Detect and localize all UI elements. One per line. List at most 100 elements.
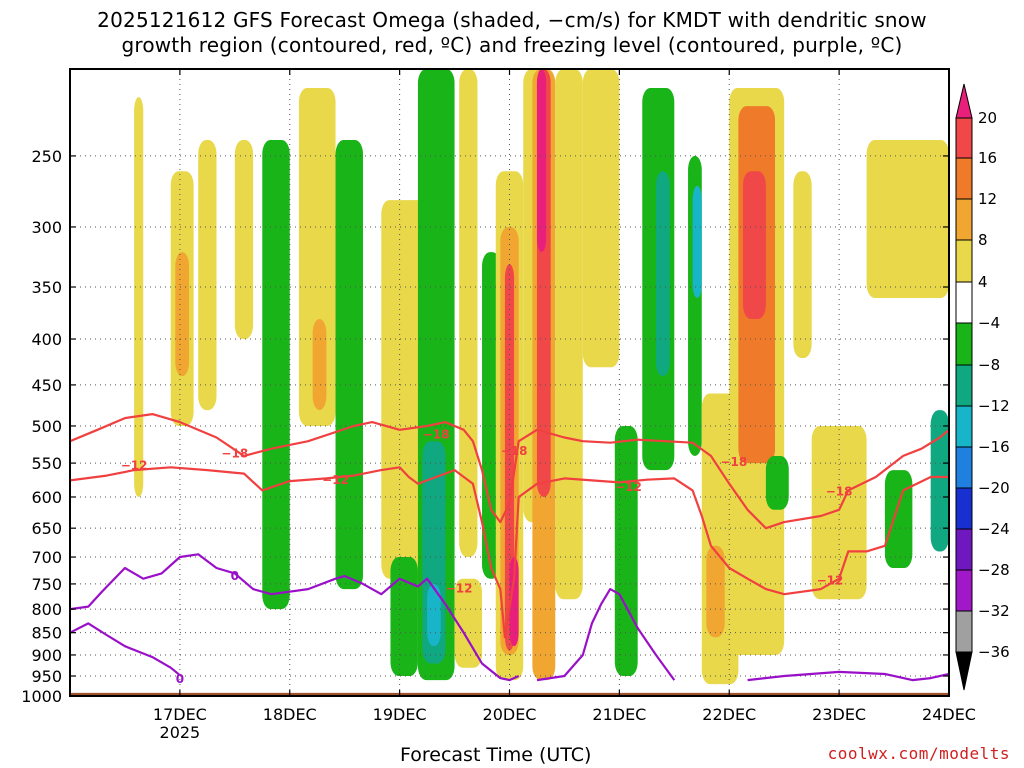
colorbar-label: 8: [978, 231, 988, 249]
colorbar-swatch: [955, 405, 973, 448]
colorbar-swatch: [955, 364, 973, 407]
dgz-contour-label: −18: [221, 446, 248, 460]
contours: −12 −12 −12 −12 −12 −18 −18 −18 −18 −18 0 0: [70, 413, 949, 686]
x-year-label: 2025: [160, 723, 201, 742]
y-tick-label: 850: [31, 624, 62, 643]
y-tick-label: 900: [31, 646, 62, 665]
x-tick-label: 24DEC: [922, 705, 976, 724]
x-tick-label: 22DEC: [702, 705, 756, 724]
colorbar-swatch: [955, 198, 973, 241]
colorbar-swatch: [955, 487, 973, 530]
omega-region: [509, 557, 519, 647]
y-tick-label: 700: [31, 548, 62, 567]
y-tick-label: 500: [31, 417, 62, 436]
freezing-contour: [747, 670, 949, 682]
omega-region: [134, 97, 144, 497]
omega-region: [614, 425, 638, 677]
colorbar-swatch: [955, 610, 973, 653]
y-tick-label: 650: [31, 519, 62, 538]
y-tick-label: 1000: [21, 687, 62, 706]
freezing-contour: [70, 553, 520, 682]
colorbar-label: −8: [978, 356, 1000, 374]
y-tick-label: 350: [31, 278, 62, 297]
x-tick-label: 21DEC: [592, 705, 646, 724]
freezing-contour-label: 0: [231, 569, 239, 583]
chart-title-line-2: growth region (contoured, red, ºC) and f…: [121, 33, 903, 57]
colorbar-swatch: [955, 157, 973, 200]
colorbar-label: −12: [978, 397, 1010, 415]
omega-region: [742, 171, 766, 320]
omega-region: [262, 140, 290, 610]
omega-region: [793, 171, 812, 359]
colorbar-label: −32: [978, 602, 1010, 620]
dgz-contour-label: −18: [501, 444, 528, 458]
colorbar-label: −4: [978, 314, 1000, 332]
omega-region: [811, 425, 867, 600]
dgz-contour-label: −12: [322, 473, 349, 487]
colorbar-label: 12: [978, 190, 997, 208]
omega-region: [930, 410, 949, 552]
dgz-contour-label: −18: [423, 428, 450, 442]
x-tick-label: 19DEC: [373, 705, 427, 724]
omega-region: [390, 557, 418, 677]
omega-region: [504, 264, 515, 651]
colorbar-top-arrow: [955, 83, 973, 119]
dgz-contour-label: −18: [826, 484, 853, 498]
dgz-contour-label: −12: [446, 582, 473, 596]
y-tick-label: 300: [31, 218, 62, 237]
freezing-contour: [536, 588, 676, 682]
colorbar-bottom-arrow: [955, 651, 973, 691]
dgz-contour: [70, 466, 949, 639]
omega-region: [312, 319, 327, 411]
colorbar-label: −16: [978, 438, 1010, 456]
omega-region: [656, 171, 670, 377]
dgz-contour-label: −18: [720, 455, 747, 469]
x-axis: 17DEC 18DEC 19DEC 20DEC 21DEC 22DEC 23DEC 24DEC…: [153, 69, 976, 742]
dgz-contour: [70, 413, 949, 530]
omega-region: [459, 69, 478, 558]
y-axis: 250 300 350 400 450 500 550 600 650 700 750 800 850 9…: [21, 147, 949, 706]
y-tick-label: 250: [31, 147, 62, 166]
omega-region: [706, 545, 725, 638]
omega-region: [234, 140, 254, 340]
y-tick-label: 750: [31, 575, 62, 594]
omega-region: [427, 583, 441, 647]
omega-region: [335, 140, 363, 590]
omega-region: [582, 69, 620, 368]
freezing-contour-label: 0: [176, 672, 184, 686]
colorbar: 20 16 12 8 4 −4 −8 −12 −16 −20 −24 −28 −32 −36: [955, 83, 1010, 691]
colorbar-label: 20: [978, 109, 997, 127]
credit-text[interactable]: coolwx.com/modelts: [827, 744, 1010, 763]
colorbar-swatch: [955, 281, 973, 324]
omega-region: [536, 69, 547, 253]
omega-region: [198, 140, 217, 411]
y-tick-label: 450: [31, 376, 62, 395]
y-tick-label: 800: [31, 600, 62, 619]
colorbar-label: −28: [978, 561, 1010, 579]
colorbar-label: −36: [978, 643, 1010, 661]
y-tick-label: 400: [31, 330, 62, 349]
dgz-contour-label: −12: [121, 459, 148, 473]
omega-region: [175, 252, 190, 377]
chart-title-line-1: 2025121612 GFS Forecast Omega (shaded, −…: [97, 8, 927, 32]
omega-region: [866, 140, 949, 298]
colorbar-label: 4: [978, 273, 988, 291]
omega-region: [765, 455, 789, 510]
colorbar-swatch: [955, 239, 973, 283]
x-tick-label: 20DEC: [483, 705, 537, 724]
omega-region: [884, 470, 913, 569]
omega-region: [454, 578, 483, 668]
y-tick-label: 600: [31, 488, 62, 507]
colorbar-swatch: [955, 117, 973, 159]
dgz-contour-label: −12: [615, 480, 642, 494]
colorbar-label: −24: [978, 520, 1010, 538]
y-tick-label: 950: [31, 667, 62, 686]
x-tick-label: 17DEC: [153, 705, 207, 724]
colorbar-swatch: [955, 569, 973, 612]
colorbar-swatch: [955, 528, 973, 571]
x-axis-label: Forecast Time (UTC): [400, 744, 592, 766]
freezing-contour: [70, 622, 181, 677]
y-tick-label: 550: [31, 454, 62, 473]
omega-region: [692, 185, 702, 298]
